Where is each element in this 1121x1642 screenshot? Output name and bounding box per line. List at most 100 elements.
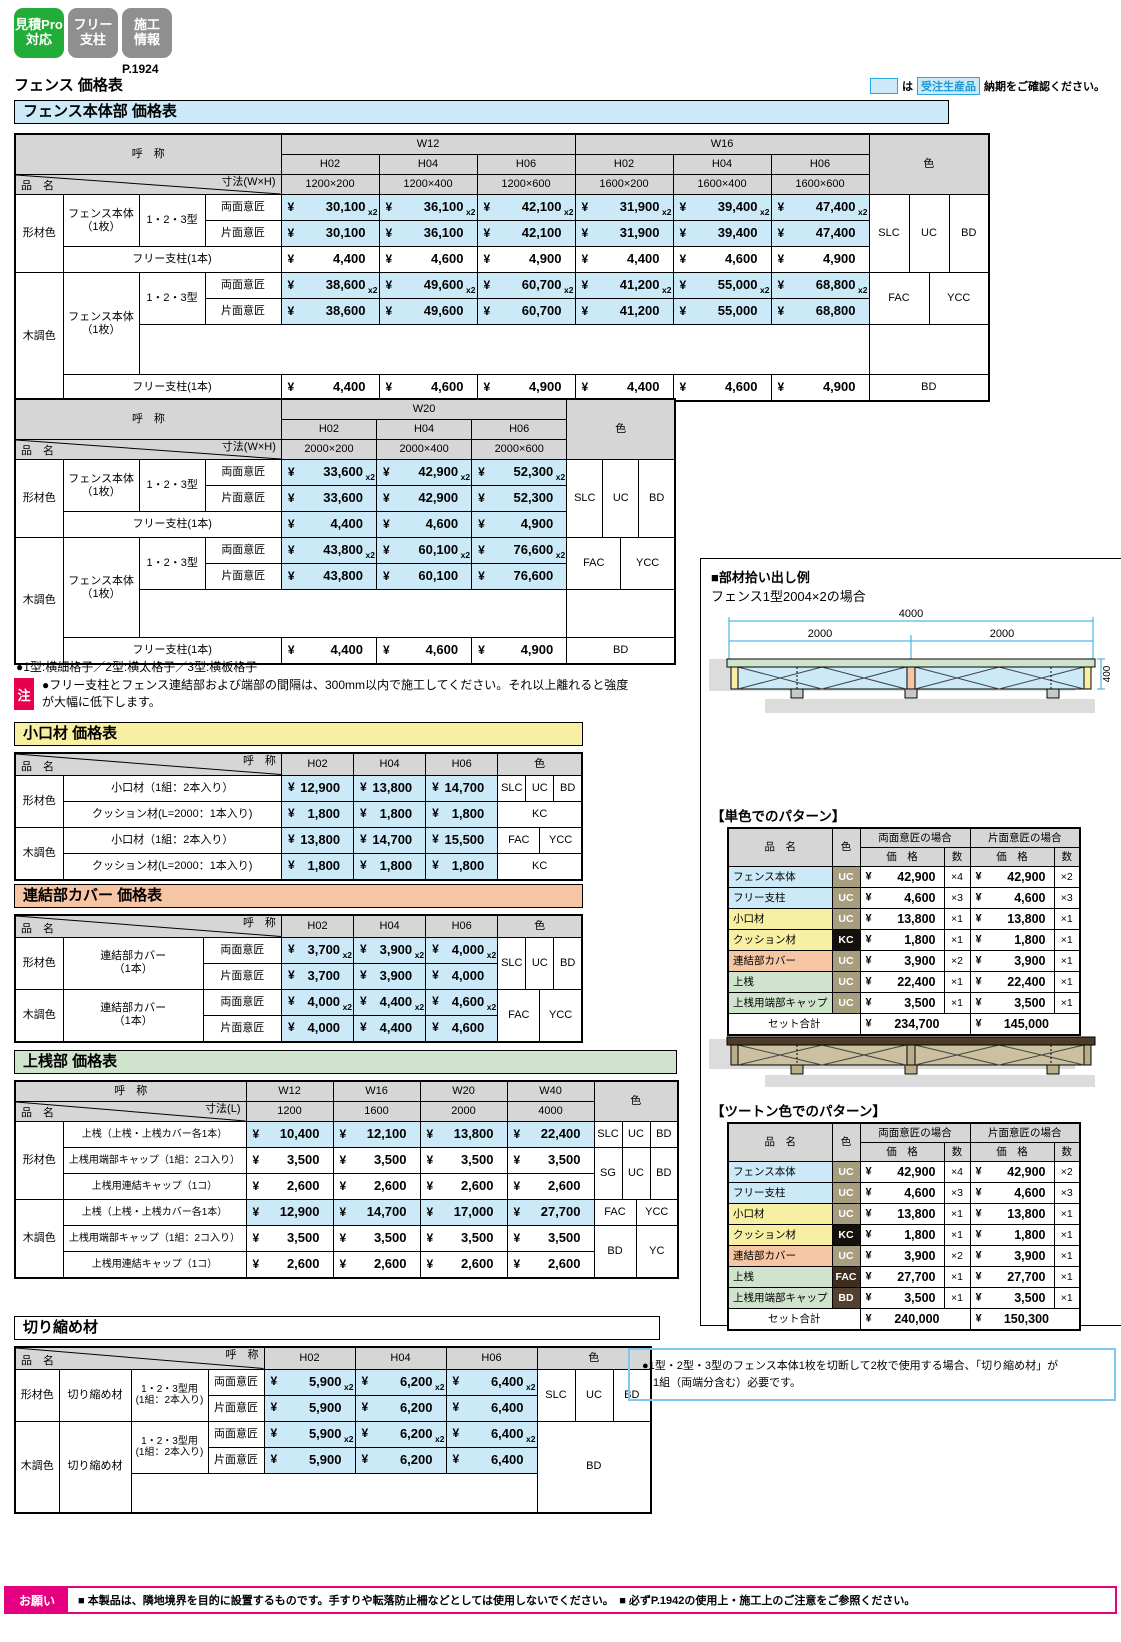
label-cell: フリー支柱(1本) [62,637,282,665]
price-cell: ¥2,600 [419,1251,508,1279]
color-code-cell: SLC [868,194,910,273]
diagonal-header-cell: 品 名 寸法(W×H) [14,439,282,460]
price-cell: ¥3,900 [859,950,945,972]
header-cell: 色 [868,133,990,195]
price-cell: ¥4,600 [672,246,772,273]
price-cell: ¥30,100 [280,220,380,247]
price-cell: ¥4,600 [375,637,473,665]
price-cell: ¥4,900 [770,374,870,402]
price-cell: ¥60,700 [476,298,576,325]
price-cell: ¥4,900 [770,246,870,273]
label-cell: 片面意匠 [207,1446,265,1474]
price-cell: ¥52,300 [471,485,568,512]
product-name-cell: 上桟用連結キャップ（1コ） [62,1173,247,1200]
total-price-cell: ¥234,700 [859,1013,971,1036]
price-cell: ¥27,700 [506,1199,595,1226]
header-cell: 両面意匠の場合 [859,1122,971,1143]
section-bar-renketsu: 連結部カバー 価格表 [14,884,583,908]
product-name-cell: フェンス本体 [727,866,833,888]
color-code-cell: BD [566,637,676,665]
price-cell: ¥3,900 [969,1245,1055,1267]
price-cell: ¥4,400 [280,246,380,273]
product-name-cell: クッション材(L=2000：1本入り) [62,852,282,880]
price-cell: ¥31,900 [574,220,674,247]
color-code-cell: YCC [539,826,583,854]
label-cell: 形材色 [14,1368,60,1422]
price-cell: ¥4,600 [859,887,945,909]
price-cell: ¥6,200 x2 [354,1420,447,1448]
price-cell: ¥5,900 [263,1394,356,1422]
single-color-pattern-table: 品 名色両面意匠の場合 片面意匠の場合 価 格数価 格数 フェンス本体 UC ¥42,… [727,827,1081,1036]
free-post-badge: フリー 支柱 [68,8,118,58]
price-cell: ¥6,200 [354,1394,447,1422]
dim-left-label: 2000 [808,628,832,640]
total-price-cell: ¥240,000 [859,1308,971,1331]
price-cell: ¥13,800 [859,908,945,930]
header-cell: 呼 称 [14,1080,247,1102]
kiri-price-table: 品 名 呼 称 H02 H04 H06 色 形材色 切り縮め材 1・2・3型用 (1組：2本入… [14,1346,653,1514]
price-cell: ¥47,400 [770,220,870,247]
header-cell: 数 [1053,1142,1081,1162]
section-bar-fence-body: フェンス本体部 価格表 [14,100,949,124]
header-cell: H06 [445,1346,538,1370]
color-code-cell: UC [621,1147,651,1200]
label-cell: フリー支柱(1本) [62,511,282,538]
price-cell: ¥76,600 x2 [471,537,568,564]
color-code-cell: FAC [497,988,541,1042]
price-cell: ¥4,900 [471,511,568,538]
color-code-cell: BD [536,1420,652,1514]
header-cell: 品 名 [21,1107,54,1120]
total-price-cell: ¥145,000 [969,1013,1081,1036]
price-cell: ¥42,900 [969,1161,1055,1183]
color-code-cell: UC [525,936,555,990]
label-cell: 1・2・3型用 (1組：2本入り) [130,1420,209,1474]
product-name-cell: 連結部カバー [727,950,833,972]
price-cell: ¥4,600 [425,1014,499,1042]
page-title: フェンス 価格表 [14,77,123,94]
color-chip: UC [831,866,861,888]
header-cell: 2000×200 [280,439,378,460]
price-cell: ¥3,900 x2 [353,936,427,964]
color-chip: UC [831,1245,861,1267]
section-bar-uesan: 上桟部 価格表 [14,1050,677,1074]
diagonal-header-cell: 品 名 寸法(W×H) [14,174,282,195]
header-cell: 価 格 [859,847,945,867]
header-cell: 色 [536,1346,652,1370]
header-cell: H02 [280,154,380,175]
price-cell: ¥13,800 [969,1203,1055,1225]
header-cell: 寸法(L) [205,1103,241,1115]
renketsu-cover-price-table: 品 名呼 称 H02 H04 H06 色 形材色 連結部カバー （1本） 両面意匠 ¥3,70… [14,914,583,1043]
qty-cell: ×3 [1053,1182,1081,1204]
price-cell: ¥4,600 [969,887,1055,909]
product-name-cell: フリー支柱 [727,887,833,909]
empty-cell [138,324,870,375]
label-cell: 形材色 [14,774,64,828]
header-cell: 片面意匠の場合 [969,1122,1081,1143]
color-code-cell: BD [553,774,583,802]
dim-total-label: 4000 [899,608,923,620]
price-cell: ¥13,800 [859,1203,945,1225]
label-cell: 片面意匠 [204,485,282,512]
header-cell: 価 格 [969,1142,1055,1162]
label-cell: 片面意匠 [207,1394,265,1422]
color-code-cell: BD [948,194,990,273]
price-cell: ¥4,600 [375,511,473,538]
product-name-cell: 上桟用端部キャップ（1組：2コ入り） [62,1225,247,1252]
section-bar-koguchi: 小口材 価格表 [14,722,583,746]
diagonal-line [16,916,281,937]
color-code-cell: KC [497,800,583,828]
request-bar: お願い ■ 本製品は、隣地境界を目的に設置するものです。手すりや転落防止柵などと… [4,1586,1117,1614]
mitsumori-pro-badge: 見積Pro 対応 [14,8,64,58]
header-cell: 品 名 [21,760,54,773]
price-cell: ¥1,800 [969,1224,1055,1246]
color-code-cell: SLC [536,1368,576,1422]
price-cell: ¥27,700 [859,1266,945,1288]
header-cell: H04 [353,752,427,776]
color-code-cell: SLC [566,459,604,538]
price-cell: ¥3,900 [859,1245,945,1267]
empty-cell [138,589,568,638]
header-cell: 呼 称 [242,917,276,929]
diagonal-header-cell: 品 名 寸法(L) [14,1101,247,1122]
header-cell: H02 [280,914,355,938]
product-name-cell: 小口材 [727,908,833,930]
